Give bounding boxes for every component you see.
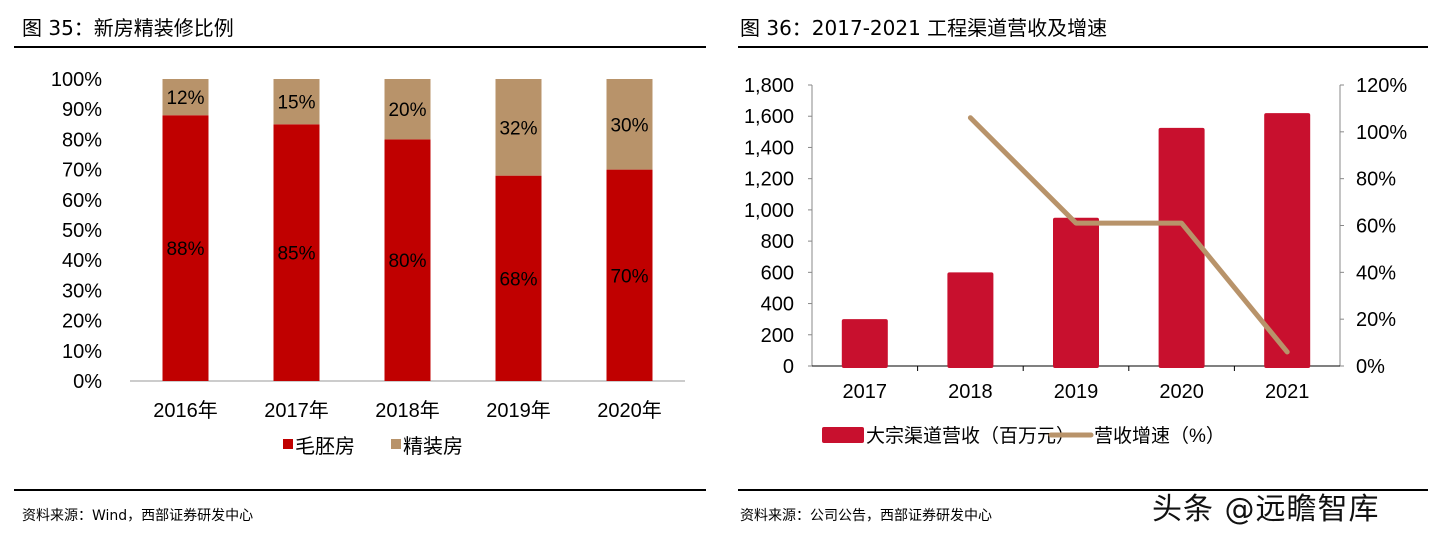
y-tick-label: 100% bbox=[51, 69, 102, 91]
left-chart-title: 图 35：新房精装修比例 bbox=[22, 16, 234, 40]
bar-rough bbox=[273, 124, 320, 382]
right-chart-title: 图 36：2017-2021 工程渠道营收及增速 bbox=[740, 16, 1108, 40]
watermark: 头条 @远瞻智库 bbox=[1152, 492, 1380, 527]
y-tick-label: 200 bbox=[761, 325, 794, 347]
legend-swatch bbox=[391, 439, 401, 449]
data-label: 12% bbox=[166, 88, 204, 109]
x-tick-label: 2018年 bbox=[375, 399, 440, 422]
bar-revenue bbox=[947, 272, 994, 368]
bar-revenue bbox=[841, 319, 888, 368]
bar-rough bbox=[495, 175, 542, 381]
bar-rough bbox=[162, 115, 209, 382]
y-tick-label: 80% bbox=[62, 129, 102, 151]
bar-finished bbox=[495, 79, 542, 176]
data-label: 20% bbox=[388, 100, 426, 121]
data-label: 88% bbox=[166, 239, 204, 260]
y-tick-label: 0 bbox=[783, 356, 794, 378]
bar-finished bbox=[162, 79, 209, 116]
y-tick-label: 40% bbox=[62, 250, 102, 272]
legend-swatch-bar bbox=[822, 427, 864, 443]
y2-tick-label: 100% bbox=[1356, 122, 1407, 144]
legend-swatch bbox=[283, 439, 293, 449]
y-tick-label: 10% bbox=[62, 341, 102, 363]
bar-revenue bbox=[1053, 217, 1099, 368]
y-tick-label: 1,000 bbox=[744, 200, 794, 222]
data-label: 32% bbox=[499, 118, 537, 139]
y-tick-label: 30% bbox=[62, 280, 102, 302]
y2-tick-label: 0% bbox=[1356, 356, 1385, 378]
y-tick-label: 600 bbox=[761, 262, 794, 284]
x-tick-label: 2017年 bbox=[264, 399, 329, 422]
x-tick-label: 2019年 bbox=[486, 399, 551, 422]
right-source-rule bbox=[738, 489, 1428, 491]
bar-finished bbox=[606, 79, 653, 170]
x-tick-label: 2019 bbox=[1054, 381, 1099, 403]
y-tick-label: 1,800 bbox=[744, 75, 794, 97]
y-tick-label: 50% bbox=[62, 220, 102, 242]
y-tick-label: 90% bbox=[62, 99, 102, 121]
y-tick-label: 1,200 bbox=[744, 169, 794, 191]
y2-tick-label: 80% bbox=[1356, 169, 1396, 191]
data-label: 80% bbox=[388, 251, 426, 272]
legend-label: 精装房 bbox=[403, 435, 463, 458]
y-tick-label: 400 bbox=[761, 294, 794, 316]
bar-rough bbox=[606, 169, 653, 381]
legend-label: 营收增速（%） bbox=[1094, 425, 1225, 447]
y2-tick-label: 40% bbox=[1356, 262, 1396, 284]
legend-label: 毛胚房 bbox=[295, 435, 355, 458]
y-tick-label: 800 bbox=[761, 231, 794, 253]
x-tick-label: 2021 bbox=[1265, 381, 1310, 403]
data-label: 30% bbox=[610, 115, 648, 136]
y2-tick-label: 20% bbox=[1356, 309, 1396, 331]
data-label: 70% bbox=[610, 266, 648, 287]
data-label: 15% bbox=[277, 93, 315, 114]
left-title-rule bbox=[14, 46, 706, 48]
x-tick-label: 2020年 bbox=[597, 399, 662, 422]
x-tick-label: 2017 bbox=[843, 381, 888, 403]
legend-label: 大宗渠道营收（百万元） bbox=[866, 425, 1075, 447]
x-tick-label: 2018 bbox=[948, 381, 993, 403]
bar-finished bbox=[384, 79, 431, 140]
y-tick-label: 60% bbox=[62, 190, 102, 212]
y-tick-label: 0% bbox=[73, 371, 102, 393]
y2-tick-label: 120% bbox=[1356, 75, 1407, 97]
y2-tick-label: 60% bbox=[1356, 216, 1396, 238]
y-tick-label: 1,400 bbox=[744, 137, 794, 159]
bar-rough bbox=[384, 139, 431, 381]
y-tick-label: 1,600 bbox=[744, 106, 794, 128]
bar-revenue bbox=[1158, 127, 1205, 368]
left-source: 资料来源：Wind，西部证券研发中心 bbox=[22, 508, 254, 524]
left-source-rule bbox=[14, 489, 706, 491]
right-title-rule bbox=[738, 46, 1428, 48]
bar-revenue bbox=[1264, 113, 1311, 368]
data-label: 68% bbox=[499, 269, 537, 290]
data-label: 85% bbox=[277, 244, 315, 265]
y-tick-label: 20% bbox=[62, 311, 102, 333]
y-tick-label: 70% bbox=[62, 160, 102, 182]
x-tick-label: 2016年 bbox=[153, 399, 218, 422]
right-source: 资料来源：公司公告，西部证券研发中心 bbox=[740, 508, 992, 524]
bar-finished bbox=[273, 79, 320, 125]
x-tick-label: 2020 bbox=[1159, 381, 1204, 403]
line-growth bbox=[967, 115, 1290, 355]
